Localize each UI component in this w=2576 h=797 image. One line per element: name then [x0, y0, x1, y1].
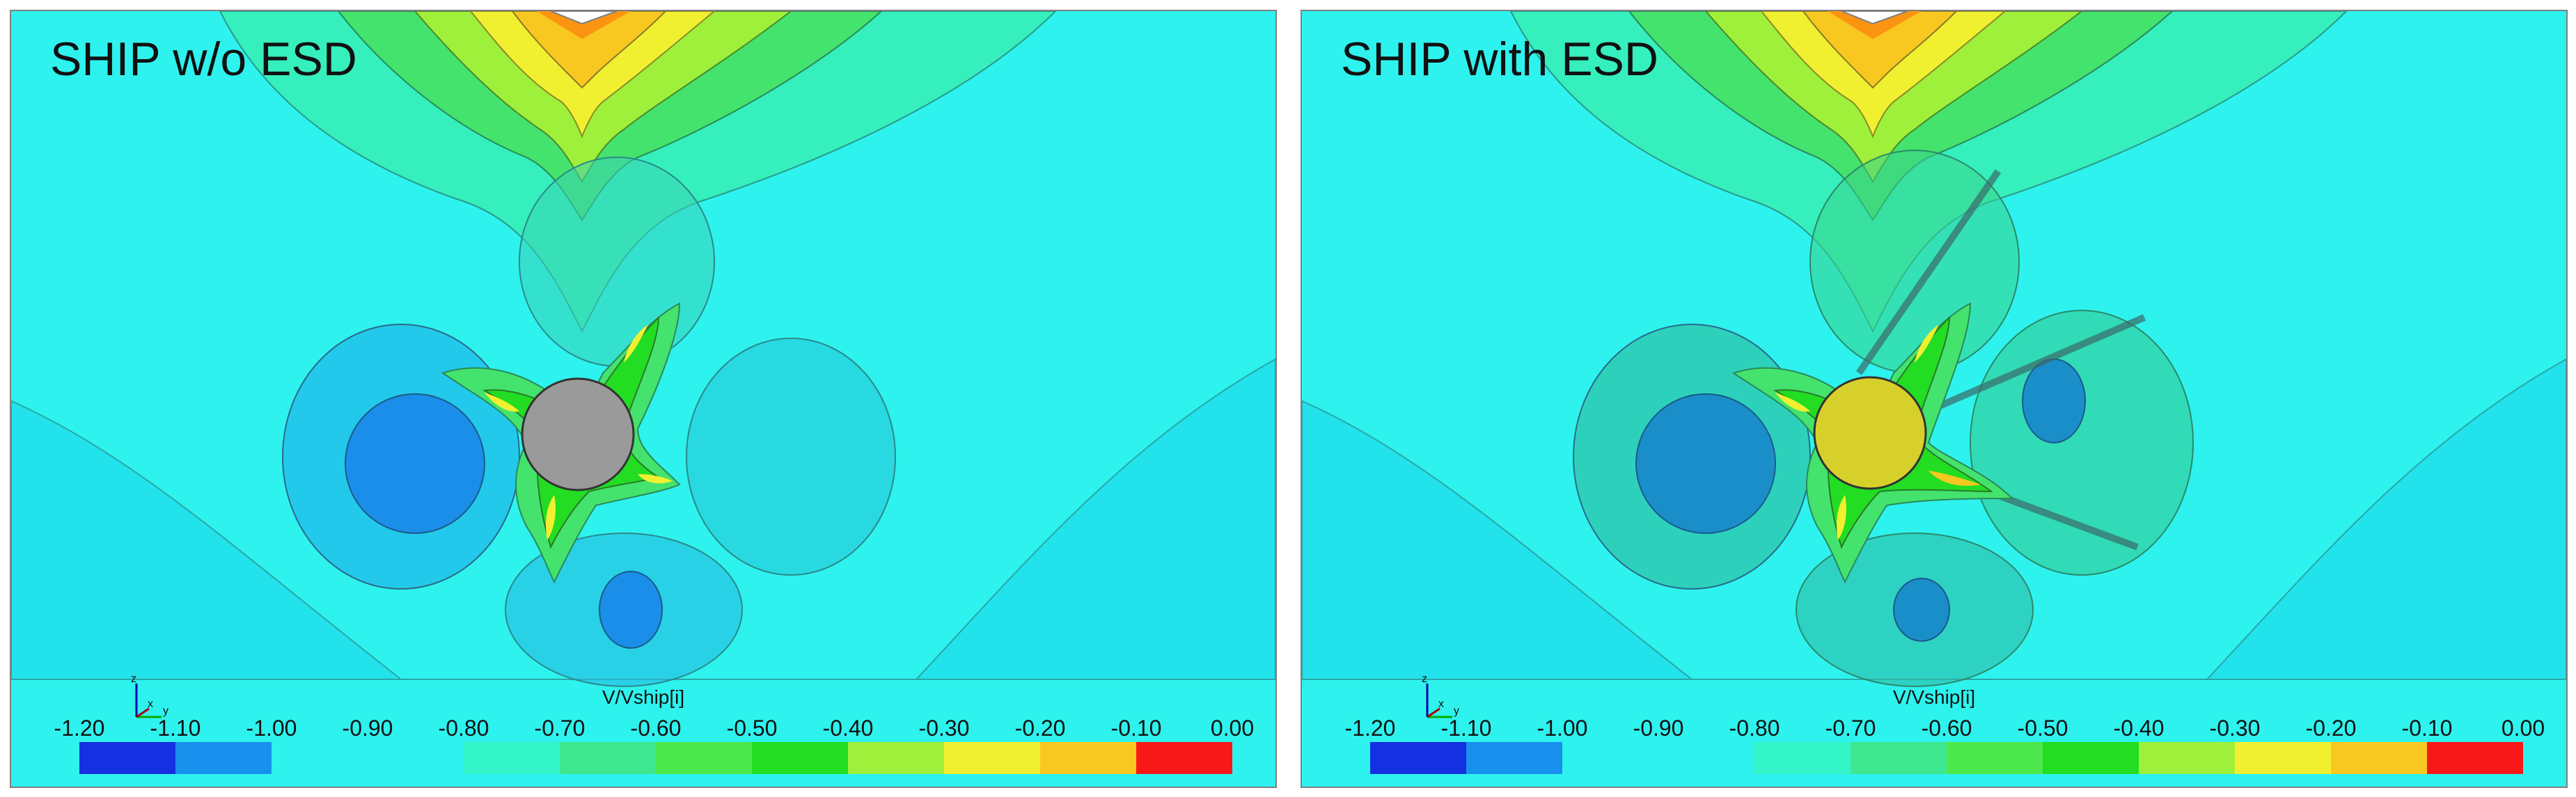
scale-tick: -0.80 — [1729, 716, 1780, 741]
color-scale-bar — [1370, 742, 2523, 774]
panel-title: SHIP w/o ESD — [50, 33, 357, 86]
velocity-contour-field — [1302, 11, 2566, 787]
scale-tick: -0.30 — [918, 716, 970, 741]
velocity-contour-field — [11, 11, 1275, 787]
axis-triad-icon: z x y — [1422, 673, 1459, 718]
scale-tick: -1.10 — [150, 716, 201, 741]
panel-title: SHIP with ESD — [1341, 33, 1659, 86]
scale-tick: -1.10 — [1440, 716, 1492, 741]
scale-tick: -0.10 — [1110, 716, 1162, 741]
scale-tick: -0.90 — [342, 716, 393, 741]
scale-tick: -0.20 — [2305, 716, 2357, 741]
scale-tick: -0.60 — [1921, 716, 1972, 741]
scale-tick: -0.10 — [2401, 716, 2453, 741]
scale-tick: -0.50 — [2017, 716, 2068, 741]
scale-tick: 0.00 — [1210, 716, 1255, 741]
contour-panel-without-esd: SHIP w/o ESD z x y V/Vship[i] -1.20 -1.1… — [10, 10, 1277, 788]
axis-y-label: y — [163, 705, 168, 717]
color-scale-label: V/Vship[i] — [1892, 686, 1976, 708]
scale-tick: -0.90 — [1633, 716, 1684, 741]
axis-z-label: z — [131, 673, 136, 685]
scale-tick: -1.20 — [1344, 716, 1396, 741]
scale-tick: -0.70 — [534, 716, 586, 741]
scale-tick: -0.80 — [438, 716, 489, 741]
axis-x-label: x — [1438, 698, 1444, 710]
scale-tick: -0.20 — [1014, 716, 1066, 741]
scale-tick: -0.70 — [1825, 716, 1876, 741]
scale-tick: -1.00 — [246, 716, 297, 741]
scale-tick: -0.30 — [2209, 716, 2261, 741]
scale-tick: -0.40 — [2113, 716, 2165, 741]
color-scale-label: V/Vship[i] — [602, 686, 685, 708]
contour-panel-with-esd: SHIP with ESD z x y V/Vship[i] -1.20 -1.… — [1301, 10, 2568, 788]
axis-z-label: z — [1422, 673, 1427, 685]
scale-tick: -0.60 — [630, 716, 682, 741]
scale-tick: -1.00 — [1537, 716, 1588, 741]
propeller-hub — [1813, 376, 1927, 490]
scale-tick: -0.40 — [822, 716, 874, 741]
scale-tick: -0.50 — [726, 716, 778, 741]
color-scale-bar — [79, 742, 1232, 774]
propeller-hub — [521, 377, 635, 491]
axis-x-label: x — [148, 698, 153, 710]
axis-triad-icon: z x y — [131, 673, 168, 718]
esd-fin — [1855, 169, 2002, 375]
scale-tick: 0.00 — [2501, 716, 2545, 741]
axis-y-label: y — [1454, 705, 1459, 717]
scale-tick: -1.20 — [54, 716, 105, 741]
